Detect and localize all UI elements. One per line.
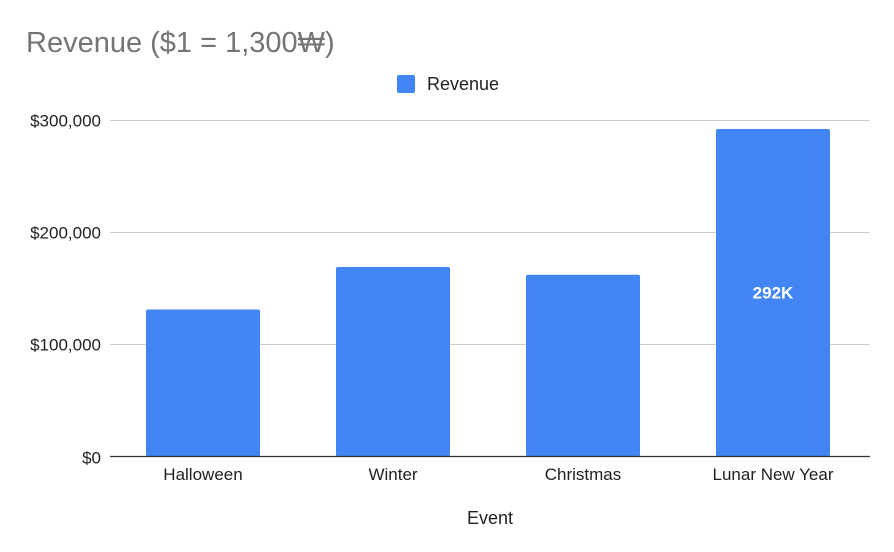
bar-halloween[interactable] <box>146 309 260 457</box>
legend-label: Revenue <box>427 74 499 94</box>
legend-swatch <box>397 75 415 93</box>
data-label: 292K <box>753 284 794 303</box>
legend[interactable]: Revenue <box>397 74 499 94</box>
y-axis-ticks: $0 $100,000 $200,000 $300,000 <box>30 112 101 468</box>
bar-christmas[interactable] <box>526 274 640 457</box>
x-axis-ticks: Halloween Winter Christmas Lunar New Year <box>163 465 834 484</box>
bars <box>146 128 830 457</box>
y-tick-label: $100,000 <box>30 336 101 355</box>
y-tick-label: $300,000 <box>30 112 101 131</box>
y-tick-label: $0 <box>82 449 101 468</box>
x-tick-label: Lunar New Year <box>713 465 834 484</box>
y-tick-label: $200,000 <box>30 224 101 243</box>
x-tick-label: Christmas <box>545 465 622 484</box>
bar-lunar-new-year[interactable] <box>716 128 830 457</box>
bar-winter[interactable] <box>336 266 450 457</box>
x-tick-label: Winter <box>368 465 417 484</box>
data-labels: 292K <box>753 284 794 303</box>
x-tick-label: Halloween <box>163 465 242 484</box>
chart-title: Revenue ($1 = 1,300₩) <box>26 27 335 59</box>
x-axis-title: Event <box>467 508 513 528</box>
